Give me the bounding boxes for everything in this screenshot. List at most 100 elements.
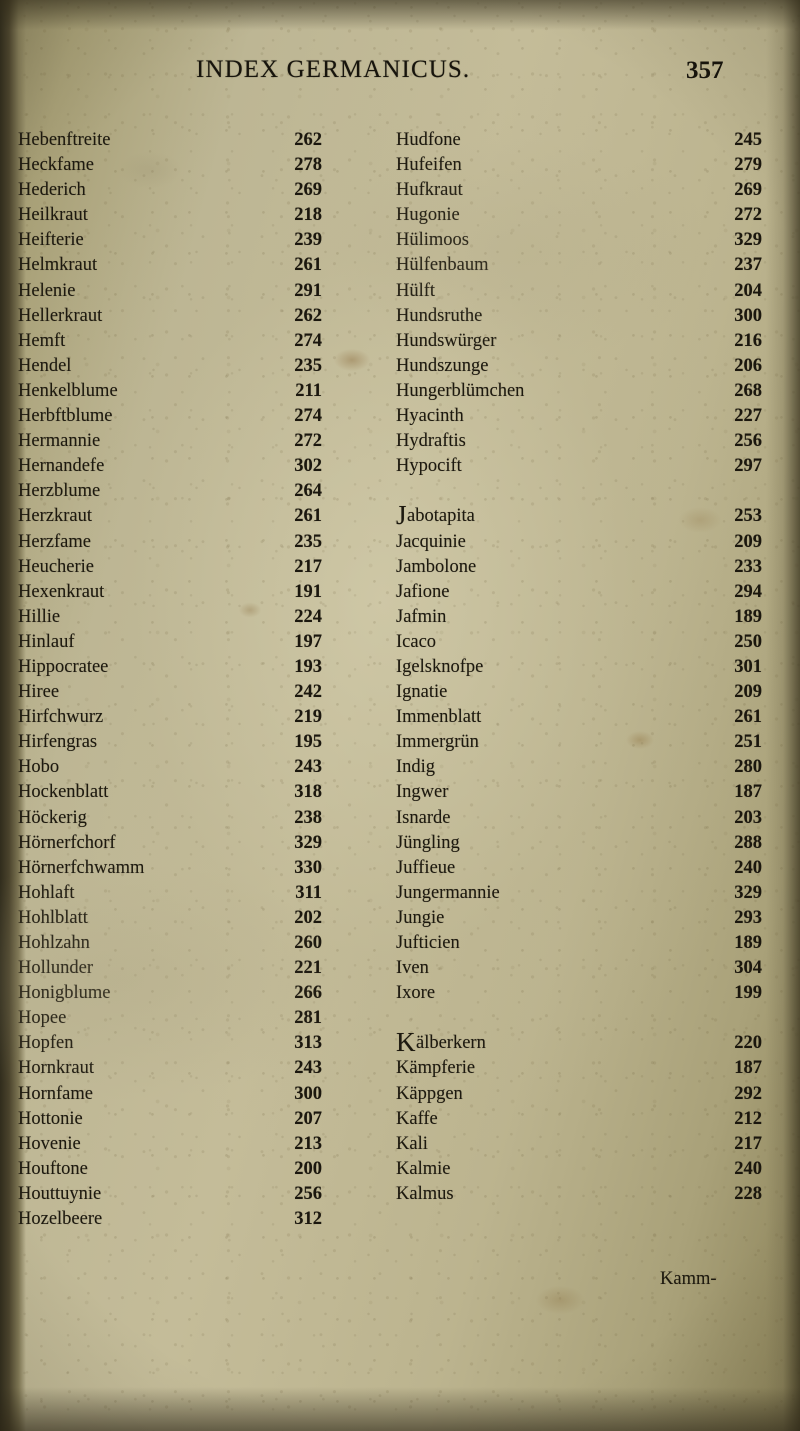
index-term: Kaffe	[396, 1108, 438, 1129]
index-page-number: 237	[734, 255, 762, 276]
index-page-number: 219	[294, 707, 322, 728]
index-row: Icaco 250	[396, 630, 768, 655]
index-row: Kälberkern 220	[396, 1029, 768, 1056]
index-page-number: 269	[734, 180, 762, 201]
index-row: Hülfenbaum 237	[396, 253, 768, 278]
index-term: Ignatie	[396, 682, 448, 703]
index-term: Hederich	[18, 180, 86, 201]
index-page-number: 268	[734, 380, 762, 401]
index-term: Icaco	[396, 631, 437, 652]
index-term: Hülfenbaum	[396, 255, 489, 276]
index-row: Hockenblatt 318	[18, 780, 380, 805]
index-page-number: 206	[734, 355, 762, 376]
index-page-number: 204	[734, 280, 762, 301]
index-term: Immergrün	[396, 732, 479, 753]
index-row: Hornkraut 243	[18, 1056, 380, 1081]
index-term: Iven	[396, 958, 429, 979]
index-row: Hillie 224	[18, 605, 380, 630]
index-row: Immergrün 251	[396, 730, 768, 755]
index-page-number: 243	[294, 1058, 322, 1079]
index-page-number: 217	[294, 556, 322, 577]
index-term: Jambolone	[396, 556, 477, 577]
index-term: Käppgen	[396, 1083, 463, 1104]
index-term: Heilkraut	[18, 205, 88, 226]
index-page-number: 245	[734, 130, 762, 150]
index-term: Heifterie	[18, 230, 84, 251]
index-term: Hillie	[18, 606, 61, 627]
index-page-number: 329	[734, 882, 762, 903]
index-term: Hörnerfchorf	[18, 832, 116, 853]
index-row: Käppgen 292	[396, 1082, 768, 1107]
index-term: Herzfame	[18, 531, 91, 552]
index-term: Hernandefe	[18, 456, 105, 477]
index-page-number: 269	[294, 180, 322, 201]
index-page-number: 197	[294, 631, 322, 652]
index-term: Jungie	[396, 907, 445, 928]
index-row: Hülft 204	[396, 279, 768, 304]
index-row: Hiree 242	[18, 680, 380, 705]
index-term: Hottonie	[18, 1108, 83, 1129]
index-row: Hopee 281	[18, 1006, 380, 1031]
index-term: Kali	[396, 1133, 428, 1154]
index-row: Heucherie 217	[18, 555, 380, 580]
index-page-number: 261	[294, 506, 322, 527]
index-spacer	[396, 479, 768, 504]
index-page-number: 293	[734, 907, 762, 928]
page-header: INDEX GERMANICUS. 357	[0, 56, 800, 90]
index-row: Hundsruthe 300	[396, 304, 768, 329]
index-term: Immenblatt	[396, 707, 482, 728]
index-term: Jafmin	[396, 606, 447, 627]
index-term: Hundswürger	[396, 330, 497, 351]
index-page-number: 189	[734, 606, 762, 627]
index-row: Hollunder 221	[18, 956, 380, 981]
index-page-number: 251	[734, 732, 762, 753]
index-term: Hermannie	[18, 431, 101, 452]
index-term: Hundszunge	[396, 355, 489, 376]
index-term: Hovenie	[18, 1133, 81, 1154]
index-row: Hufkraut 269	[396, 178, 768, 203]
index-row: Kali 217	[396, 1132, 768, 1157]
index-row: Ixore 199	[396, 981, 768, 1006]
index-page-number: 218	[294, 205, 322, 226]
index-page-number: 191	[294, 581, 322, 602]
index-term: Hundsruthe	[396, 305, 483, 326]
index-row: Heilkraut 218	[18, 203, 380, 228]
index-row: Hudfone 245	[396, 128, 768, 153]
index-row: Henkelblume 211	[18, 379, 380, 404]
index-page-number: 235	[294, 355, 322, 376]
index-page-number: 238	[294, 807, 322, 828]
index-term: Hohlzahn	[18, 933, 90, 953]
index-page-number: 318	[294, 782, 322, 803]
index-row: Hundszunge 206	[396, 354, 768, 379]
index-row: Isnarde 203	[396, 806, 768, 831]
index-term: Jufticien	[396, 933, 460, 953]
index-page-number: 312	[294, 1209, 322, 1230]
index-page-number: 264	[294, 481, 322, 502]
index-row: Hufeifen 279	[396, 153, 768, 178]
index-row: Herzblume 264	[18, 479, 380, 504]
index-page-number: 274	[294, 330, 322, 351]
index-row: Heckfame 278	[18, 153, 380, 178]
index-row: Hyacinth 227	[396, 404, 768, 429]
index-row: Hornfame 300	[18, 1082, 380, 1107]
index-row: Hebenftreite 262	[18, 128, 380, 153]
index-page-number: 266	[294, 983, 322, 1004]
index-row: Helenie 291	[18, 279, 380, 304]
index-page-number: 240	[734, 857, 762, 878]
index-page-number: 329	[294, 832, 322, 853]
index-term: Hemft	[18, 330, 66, 351]
index-row: Hozelbeere 312	[18, 1207, 380, 1232]
index-term: Herzkraut	[18, 506, 92, 527]
index-page-number: 274	[294, 406, 322, 427]
index-row: Indig 280	[396, 755, 768, 780]
index-row: Hülimoos 329	[396, 228, 768, 253]
index-term: Hülimoos	[396, 230, 469, 251]
index-term: Hufeifen	[396, 155, 462, 176]
index-page-number: 209	[734, 531, 762, 552]
index-row: Jafione 294	[396, 580, 768, 605]
index-page-number: 313	[294, 1033, 322, 1054]
catchword: Kamm-	[660, 1269, 717, 1289]
index-term: Hyacinth	[396, 406, 464, 427]
index-term: Heucherie	[18, 556, 95, 577]
